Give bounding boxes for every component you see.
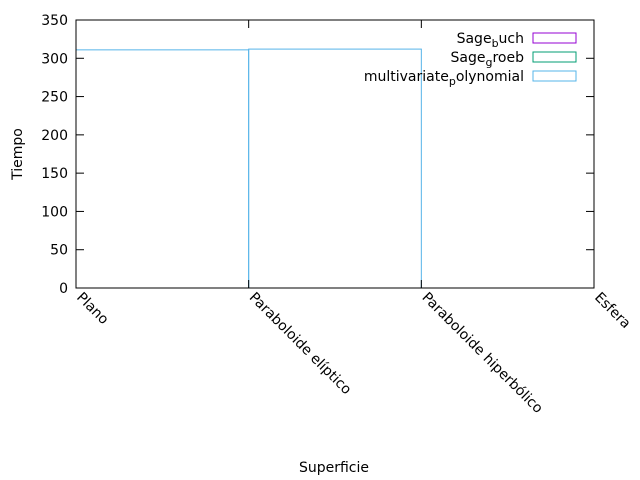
y-tick-label: 150 [41,166,68,182]
bar-2-1 [75,49,250,289]
y-tick-label: 200 [41,128,68,144]
y-tick-label: 100 [41,204,68,220]
x-tick-label: Paraboloide hiperbólico [419,290,546,417]
legend-swatch [532,51,577,63]
y-axis-title: Tiempo [10,128,26,181]
y-tick-label: 250 [41,90,68,106]
legend-label: multivariatepolynomial [364,69,524,88]
x-axis: Plano Paraboloide elíptico Paraboloide hip… [73,20,634,417]
x-tick-label: Esfera [591,290,633,332]
legend-label: Sagegroeb [451,50,525,69]
x-tick-label: Plano [73,290,111,328]
y-tick-label: 300 [41,51,68,67]
plot-frame [75,19,595,289]
x-axis-title: Superficie [299,460,369,476]
x-tick-label: Paraboloide elíptico [246,290,354,398]
y-tick-label: 0 [59,281,68,297]
legend-label: Sagebuch [457,31,524,50]
y-tick-label: 350 [41,13,68,29]
legend-swatch [532,70,577,82]
y-axis: 0 50 100 150 200 250 300 350 [41,13,594,297]
y-tick-label: 50 [50,243,68,259]
legend-swatch [532,32,577,44]
